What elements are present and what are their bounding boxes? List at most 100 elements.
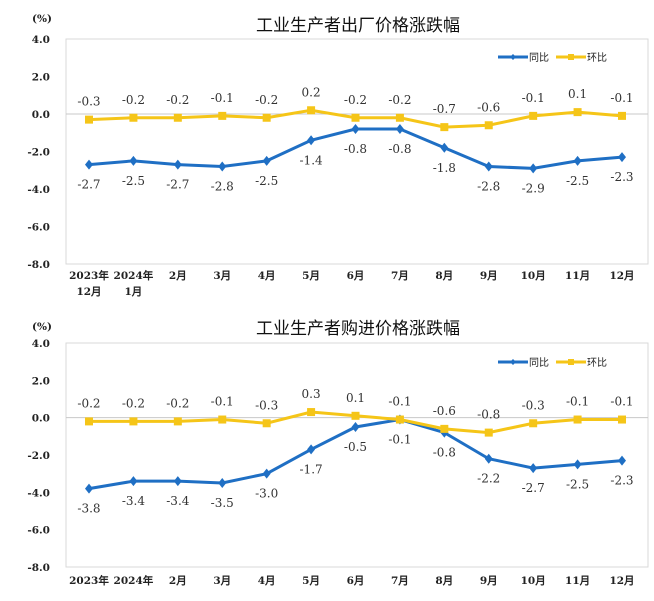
y-axis-unit: (%) bbox=[32, 321, 52, 333]
data-label-mom: 0.3 bbox=[302, 387, 321, 401]
x-tick-label: 7月 bbox=[391, 575, 409, 587]
data-point-yoy bbox=[484, 161, 493, 172]
y-axis-unit: (%) bbox=[32, 13, 52, 25]
y-tick-label: 0.0 bbox=[32, 413, 50, 425]
data-label-mom: -0.6 bbox=[433, 404, 456, 418]
data-point-mom bbox=[307, 408, 316, 417]
data-point-yoy bbox=[262, 468, 271, 479]
data-point-yoy bbox=[262, 155, 271, 166]
legend-marker bbox=[568, 54, 574, 60]
x-tick-label: 5月 bbox=[302, 575, 320, 587]
x-tick-label: 12月 bbox=[76, 286, 101, 298]
data-point-mom bbox=[307, 106, 316, 115]
data-point-mom bbox=[484, 121, 493, 130]
data-point-yoy bbox=[173, 476, 182, 487]
data-label-mom: -0.2 bbox=[166, 93, 189, 107]
x-tick-label: 3月 bbox=[213, 575, 231, 587]
data-point-mom bbox=[85, 417, 93, 426]
data-label-mom: -0.8 bbox=[477, 408, 500, 422]
data-point-mom bbox=[573, 108, 582, 117]
data-label-yoy: -1.7 bbox=[300, 462, 323, 476]
y-tick-label: 2.0 bbox=[32, 375, 50, 387]
x-tick-label: 4月 bbox=[258, 270, 276, 282]
data-label-mom: -0.6 bbox=[477, 100, 500, 114]
data-point-mom bbox=[351, 411, 360, 420]
data-label-yoy: -3.4 bbox=[166, 494, 190, 508]
data-label-yoy: -0.8 bbox=[433, 446, 456, 460]
data-label-mom: -0.2 bbox=[77, 396, 100, 410]
data-label-yoy: -2.9 bbox=[522, 181, 545, 195]
x-tick-label: 1月 bbox=[125, 286, 143, 298]
data-label-mom: -0.3 bbox=[255, 398, 278, 412]
data-point-yoy bbox=[440, 142, 449, 153]
data-point-yoy bbox=[351, 422, 360, 432]
data-label-yoy: -3.0 bbox=[255, 487, 278, 501]
data-label-mom: -0.1 bbox=[388, 395, 411, 409]
data-label-mom: -0.1 bbox=[522, 91, 545, 105]
data-point-mom bbox=[618, 415, 626, 424]
data-label-yoy: -2.5 bbox=[566, 174, 589, 188]
data-point-yoy bbox=[307, 444, 316, 455]
data-point-mom bbox=[484, 428, 493, 437]
x-tick-label: 5月 bbox=[302, 270, 320, 282]
data-point-yoy bbox=[351, 124, 360, 134]
data-point-mom bbox=[529, 111, 538, 120]
data-label-mom: 0.1 bbox=[346, 391, 365, 405]
x-tick-label: 12月 bbox=[609, 575, 634, 587]
legend-marker bbox=[510, 359, 516, 365]
data-point-mom bbox=[173, 417, 182, 426]
data-label-mom: -0.2 bbox=[122, 93, 145, 107]
x-tick-label: 10月 bbox=[521, 575, 546, 587]
legend-label: 同比 bbox=[529, 52, 549, 64]
data-label-mom: 0.1 bbox=[568, 87, 587, 101]
data-point-yoy bbox=[85, 159, 93, 170]
data-point-yoy bbox=[395, 124, 404, 134]
legend-marker bbox=[510, 54, 516, 60]
legend-label: 环比 bbox=[587, 52, 607, 64]
plot-area bbox=[65, 38, 649, 265]
data-point-mom bbox=[129, 417, 138, 426]
data-label-yoy: -0.1 bbox=[388, 433, 411, 447]
y-tick-label: -4.0 bbox=[27, 487, 50, 499]
data-point-yoy bbox=[573, 459, 582, 470]
chart-2: 工业生产者购进价格涨跌幅 (%) 4.0 2.0 0.0 -2.0 -4.0 -6.0 -8.0… bbox=[27, 319, 649, 587]
data-point-yoy bbox=[529, 463, 538, 474]
data-label-yoy: -2.5 bbox=[255, 174, 278, 188]
data-label-yoy: -0.8 bbox=[344, 142, 367, 156]
data-point-mom bbox=[573, 415, 582, 424]
plot-area bbox=[65, 342, 649, 568]
data-label-mom: -0.2 bbox=[344, 93, 367, 107]
y-tick-label: 4.0 bbox=[32, 338, 50, 350]
x-tick-label: 6月 bbox=[347, 270, 365, 282]
y-tick-label: -2.0 bbox=[27, 450, 50, 462]
data-label-yoy: -2.5 bbox=[122, 174, 145, 188]
data-point-mom bbox=[85, 115, 93, 124]
data-label-mom: -0.1 bbox=[566, 395, 589, 409]
x-tick-label: 4月 bbox=[258, 575, 276, 587]
data-point-mom bbox=[395, 415, 404, 424]
data-point-mom bbox=[440, 123, 449, 132]
chart-title: 工业生产者出厂价格涨跌幅 bbox=[256, 16, 460, 36]
x-tick-label: 7月 bbox=[391, 270, 409, 282]
data-point-mom bbox=[395, 113, 404, 122]
y-tick-label: 0.0 bbox=[32, 109, 50, 121]
x-tick-label: 10月 bbox=[521, 270, 546, 282]
data-point-yoy bbox=[529, 163, 538, 174]
data-point-yoy bbox=[129, 155, 138, 166]
data-label-mom: -0.2 bbox=[255, 93, 278, 107]
data-point-yoy bbox=[85, 483, 93, 494]
data-label-yoy: -0.5 bbox=[344, 440, 367, 454]
x-tick-label: 9月 bbox=[480, 575, 498, 587]
y-tick-label: -4.0 bbox=[27, 184, 50, 196]
data-label-mom: -0.3 bbox=[522, 398, 545, 412]
data-point-yoy bbox=[573, 155, 582, 166]
data-point-yoy bbox=[129, 476, 138, 487]
data-label-yoy: -2.3 bbox=[610, 474, 633, 488]
x-tick-label: 11月 bbox=[565, 575, 590, 587]
y-tick-label: -6.0 bbox=[27, 222, 50, 234]
data-point-mom bbox=[129, 113, 138, 122]
data-label-yoy: -3.5 bbox=[211, 496, 234, 510]
data-point-mom bbox=[618, 111, 626, 120]
data-point-yoy bbox=[173, 159, 182, 170]
